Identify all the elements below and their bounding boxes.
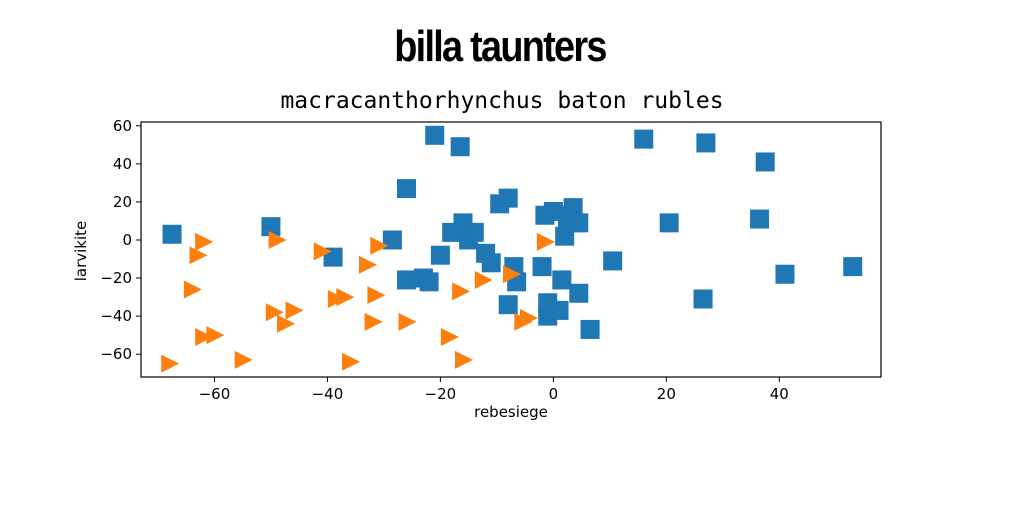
series-1-point-42 bbox=[750, 209, 770, 229]
series-2-point-27 bbox=[519, 309, 538, 328]
series-2-point-22 bbox=[452, 282, 471, 301]
y-tick-label: 60 bbox=[113, 117, 132, 135]
series-2-point-2 bbox=[183, 280, 202, 299]
series-1-point-45 bbox=[843, 257, 863, 277]
series-2-point-25 bbox=[503, 265, 521, 284]
series-2-point-3 bbox=[189, 246, 208, 265]
series-1-point-5 bbox=[396, 179, 416, 199]
series-1-point-9 bbox=[425, 125, 445, 145]
series-2-point-8 bbox=[265, 303, 284, 322]
series-1-point-38 bbox=[634, 129, 654, 149]
series-1-point-37 bbox=[603, 251, 623, 271]
series-2-point-18 bbox=[367, 286, 386, 305]
series-1-point-17 bbox=[481, 253, 501, 273]
series-1-point-44 bbox=[775, 264, 795, 284]
series-1-point-4 bbox=[382, 230, 402, 250]
series-1-point-6 bbox=[396, 270, 416, 290]
y-tick-label: 40 bbox=[113, 155, 132, 173]
axes-frame bbox=[140, 121, 882, 378]
y-axis-label: larvikite bbox=[72, 221, 90, 282]
series-2-point-23 bbox=[454, 350, 473, 369]
series-2-point-21 bbox=[440, 328, 459, 347]
axis-ticks: −60 −40 −20 0 20 40 −60 −40 −20 0 20 40 60 bbox=[100, 117, 789, 403]
series-2-point-11 bbox=[285, 301, 304, 320]
y-tick-label: −20 bbox=[100, 269, 132, 287]
series-1-point-34 bbox=[569, 213, 589, 233]
x-axis-label: rebesiege bbox=[474, 403, 548, 421]
series-2-point-4 bbox=[195, 232, 214, 251]
series-1-point-2 bbox=[261, 217, 281, 237]
series-2-point-20 bbox=[398, 312, 417, 331]
x-tick-label: −60 bbox=[199, 385, 231, 403]
headline: billa taunters bbox=[394, 22, 607, 71]
series-1-point-20 bbox=[498, 295, 518, 315]
x-tick-label: 20 bbox=[657, 385, 676, 403]
series-1-point-12 bbox=[450, 137, 470, 157]
series-1-point-43 bbox=[755, 152, 775, 172]
series-2-point-12 bbox=[313, 242, 332, 261]
series-1-point-15 bbox=[464, 222, 484, 242]
series-2-point-17 bbox=[364, 312, 383, 331]
series-1-point-8 bbox=[419, 272, 439, 292]
series-2-point-16 bbox=[358, 255, 377, 274]
chart-title: macracanthorhynchus baton rubles bbox=[280, 88, 723, 114]
y-tick-label: 0 bbox=[122, 231, 132, 249]
series-1-point-19 bbox=[498, 188, 518, 208]
series-1-point-35 bbox=[569, 283, 589, 303]
y-tick-label: 20 bbox=[113, 193, 132, 211]
series-2-point-28 bbox=[536, 232, 555, 251]
series-1-point-10 bbox=[430, 245, 450, 265]
series-1-point-28 bbox=[549, 300, 569, 320]
series-1-point-1 bbox=[162, 224, 182, 244]
series-2-point-10 bbox=[277, 314, 296, 333]
series-2-point-6 bbox=[206, 326, 225, 345]
series-2-point-9 bbox=[268, 230, 287, 249]
series-1-point-40 bbox=[693, 289, 713, 309]
series-1-point-29 bbox=[552, 270, 572, 290]
series-1-point-23 bbox=[532, 257, 552, 277]
series-2-point-24 bbox=[474, 270, 493, 289]
series-1-point-41 bbox=[696, 133, 716, 153]
series-1-point-36 bbox=[580, 319, 600, 339]
series-2-point-1 bbox=[161, 354, 180, 373]
series-2-point-7 bbox=[234, 350, 253, 369]
x-tick-label: 40 bbox=[770, 385, 789, 403]
y-tick-label: −40 bbox=[100, 307, 132, 325]
y-tick-label: −60 bbox=[100, 345, 132, 363]
series-2-point-15 bbox=[342, 352, 361, 371]
series-2-point-14 bbox=[336, 288, 355, 307]
x-tick-label: 0 bbox=[549, 385, 559, 403]
x-tick-label: −20 bbox=[425, 385, 457, 403]
plot-area bbox=[161, 125, 863, 373]
series-2-point-5 bbox=[195, 328, 214, 347]
x-tick-label: −40 bbox=[312, 385, 344, 403]
series-1-point-33 bbox=[563, 198, 583, 218]
series-2-point-19 bbox=[370, 236, 389, 255]
series-1-point-39 bbox=[659, 213, 679, 233]
